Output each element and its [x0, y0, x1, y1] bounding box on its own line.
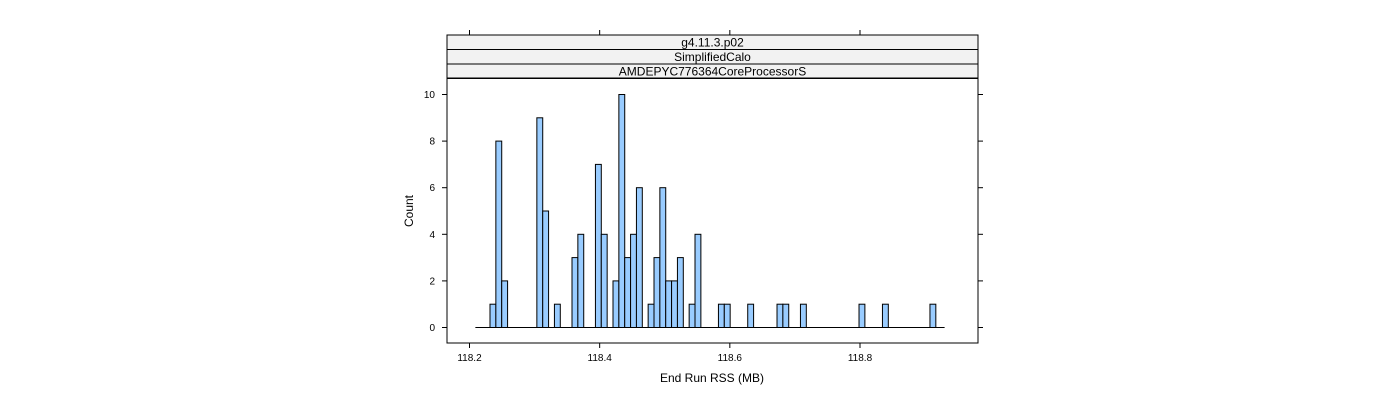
- panel: [446, 77, 979, 344]
- y-tick-label: 6: [429, 183, 435, 194]
- histogram-bar: [747, 303, 755, 329]
- x-tick-label: 118.4: [588, 353, 613, 364]
- histogram-bar: [647, 303, 655, 329]
- histogram-bar: [653, 257, 661, 329]
- y-tick-label: 2: [429, 276, 435, 287]
- histogram-bar: [671, 280, 678, 328]
- histogram-bar: [717, 303, 725, 329]
- histogram-bar: [929, 303, 937, 329]
- y-tick-label: 0: [429, 323, 435, 334]
- strip-label: g4.11.3.p02: [681, 36, 744, 50]
- x-tick-label: 118.2: [457, 353, 482, 364]
- histogram-bar: [723, 303, 731, 329]
- histogram-bar: [495, 140, 503, 328]
- y-tick-label: 4: [429, 230, 435, 241]
- histogram-bar: [776, 303, 784, 329]
- histogram-bar: [659, 187, 667, 328]
- x-tick-label: 118.8: [848, 353, 873, 364]
- histogram-bar: [630, 233, 637, 328]
- y-tick-label: 10: [424, 90, 436, 101]
- histogram-bar: [501, 280, 509, 328]
- x-tick-label: 118.6: [718, 353, 743, 364]
- histogram-bar: [600, 233, 608, 328]
- histogram-bar: [489, 303, 497, 329]
- histogram-bar: [782, 303, 790, 329]
- histogram-bar: [553, 303, 561, 329]
- strip-headers: g4.11.3.p02SimplifiedCaloAMDEPYC776364Co…: [446, 34, 979, 79]
- histogram-bar: [577, 233, 585, 328]
- histogram-bar: [542, 210, 550, 328]
- histogram-bar: [571, 257, 579, 329]
- histogram-bar: [594, 163, 602, 328]
- y-axis-label: Count: [402, 194, 416, 227]
- y-axis: 0 2 4 6 8 10: [424, 90, 983, 334]
- histogram-bar: [688, 303, 696, 329]
- histogram-bar: [624, 257, 632, 329]
- panel-border: [446, 77, 979, 344]
- histogram-bar: [618, 94, 626, 328]
- histogram-bar: [536, 117, 544, 328]
- histogram-bars: [489, 94, 937, 329]
- y-tick-label: 8: [429, 137, 435, 148]
- strip-label: AMDEPYC776364CoreProcessorS: [619, 65, 806, 79]
- histogram-bar: [694, 233, 702, 328]
- histogram-bar: [799, 303, 807, 329]
- histogram-bar: [665, 280, 673, 328]
- histogram-bar: [858, 303, 866, 329]
- histogram-bar: [612, 280, 620, 328]
- histogram-bar: [881, 303, 889, 329]
- strip-label: SimplifiedCalo: [674, 50, 751, 64]
- histogram-bar: [676, 257, 684, 329]
- histogram-bar: [635, 187, 643, 328]
- x-axis-label: End Run RSS (MB): [660, 371, 764, 385]
- x-axis: 118.2 118.4 118.6 118.8: [457, 30, 873, 364]
